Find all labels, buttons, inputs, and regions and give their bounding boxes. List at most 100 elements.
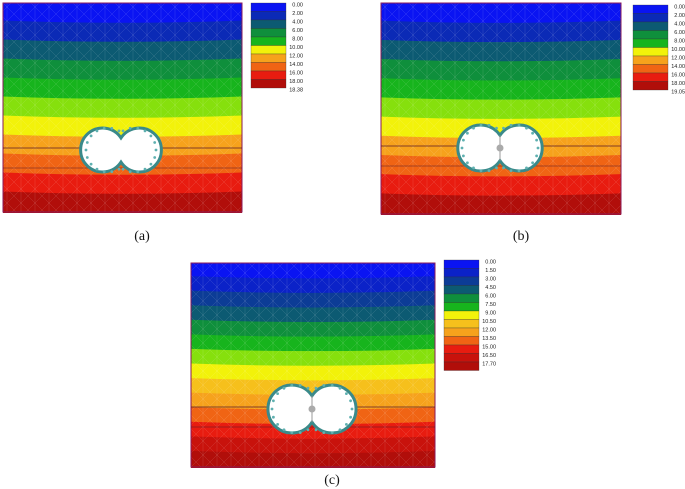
model-boundary xyxy=(380,2,622,215)
legend-swatch xyxy=(632,38,669,48)
lining-node xyxy=(338,386,342,390)
legend-swatch xyxy=(250,2,287,12)
lining-node xyxy=(290,384,294,387)
legend-swatch xyxy=(250,45,287,55)
legend-label: 6.00 xyxy=(674,30,685,36)
lining-node xyxy=(531,131,534,135)
mesh-overlay xyxy=(381,3,621,214)
legend-swatch xyxy=(632,72,669,82)
middle-wall-node xyxy=(496,144,504,152)
caption-b: (b) xyxy=(513,229,530,244)
lining-node xyxy=(350,407,354,411)
legend: 0.00 1.50 3.00 4.50 6.00 7.50 9.00 10.50 12.00 13… xyxy=(443,259,496,371)
lining-node xyxy=(322,384,326,387)
tunnel-outline xyxy=(79,126,163,174)
legend-label: 9.00 xyxy=(485,311,496,317)
lining-node xyxy=(462,154,465,158)
legend-swatch xyxy=(443,353,480,363)
legend-swatch xyxy=(443,336,480,346)
lining-node xyxy=(349,415,352,419)
lining-node xyxy=(282,428,286,432)
lining-node xyxy=(149,162,153,166)
legend-swatch xyxy=(632,4,669,14)
legend-label: 6.00 xyxy=(485,294,496,300)
lining-node xyxy=(502,166,505,170)
legend-swatch xyxy=(250,79,287,89)
lining-node xyxy=(95,129,99,133)
legend-label: 8.00 xyxy=(292,37,303,43)
lining-node xyxy=(149,134,153,138)
lining-node xyxy=(110,170,114,174)
lining-node xyxy=(517,169,521,173)
legend-label: 16.50 xyxy=(482,353,496,359)
lining-node xyxy=(322,431,326,434)
lining-node xyxy=(89,162,93,166)
lining-node xyxy=(466,161,469,165)
legend-label: 0.00 xyxy=(292,3,303,9)
legend-swatch xyxy=(443,361,480,371)
lining-node xyxy=(85,141,89,144)
lining-node xyxy=(509,169,513,173)
legend-swatch xyxy=(250,19,287,29)
lining-node xyxy=(153,156,157,159)
model-boundary xyxy=(190,262,436,468)
legend-label: 0.00 xyxy=(674,5,685,11)
legend-label: 7.50 xyxy=(485,302,496,308)
legend-swatch xyxy=(443,327,480,337)
legend-label: 4.00 xyxy=(292,20,303,26)
legend-label: 4.50 xyxy=(485,285,496,291)
legend-swatch xyxy=(632,30,669,40)
contour-panel-b: 0.00 2.00 4.00 6.00 8.00 10.00 12.00 14.00 16.00… xyxy=(380,2,685,215)
lining-node xyxy=(110,126,114,130)
lining-node xyxy=(314,386,318,390)
legend-label: 8.00 xyxy=(674,39,685,45)
lining-node xyxy=(121,167,125,171)
lining-node xyxy=(535,154,538,158)
lining-node xyxy=(472,126,475,130)
lining-node xyxy=(102,170,106,174)
legend-label: 16.00 xyxy=(289,71,303,77)
legend-label: 3.00 xyxy=(485,277,496,283)
legend-swatch xyxy=(443,302,480,312)
contour-panel-a: 0.00 2.00 4.00 6.00 8.00 10.00 12.00 14.00 16.00… xyxy=(2,2,303,213)
legend-label: 18.00 xyxy=(289,79,303,85)
legend-swatch xyxy=(250,70,287,80)
legend-label: 15.00 xyxy=(482,345,496,351)
legend-swatch xyxy=(632,55,669,65)
lining-node xyxy=(298,431,302,434)
legend-label: 12.00 xyxy=(482,328,496,334)
legend-swatch xyxy=(250,11,287,21)
legend-label: 4.00 xyxy=(674,22,685,28)
lining-node xyxy=(102,126,106,130)
lining-node xyxy=(509,123,513,127)
legend-label: 18.38 xyxy=(289,88,303,94)
lining-node xyxy=(298,384,302,387)
mesh-overlay xyxy=(191,263,435,467)
lining-node xyxy=(517,123,521,127)
lining-node xyxy=(276,423,279,426)
legend-swatch xyxy=(632,64,669,74)
legend-label: 6.00 xyxy=(292,28,303,34)
lining-node xyxy=(487,169,491,173)
lining-node xyxy=(349,399,352,403)
lining-node xyxy=(143,167,147,171)
legend-label: 19.05 xyxy=(671,90,685,96)
lining-node xyxy=(330,384,334,387)
legend-swatch xyxy=(443,344,480,354)
legend-swatch xyxy=(443,293,480,303)
lining-node xyxy=(306,428,310,432)
contour-panel-c: 0.00 1.50 3.00 4.50 6.00 7.50 9.00 10.50 12.00 13… xyxy=(190,259,496,468)
legend-swatch xyxy=(632,21,669,31)
legend-swatch xyxy=(443,259,480,269)
lining-node xyxy=(525,166,528,170)
legend-label: 12.00 xyxy=(289,54,303,60)
lining-node xyxy=(272,399,275,403)
lining-node xyxy=(143,129,147,133)
legend-swatch xyxy=(443,319,480,329)
lining-node xyxy=(153,141,157,144)
legend-label: 14.00 xyxy=(671,64,685,70)
lining-node xyxy=(338,428,342,432)
lining-node xyxy=(84,148,88,152)
lining-node xyxy=(95,167,99,171)
